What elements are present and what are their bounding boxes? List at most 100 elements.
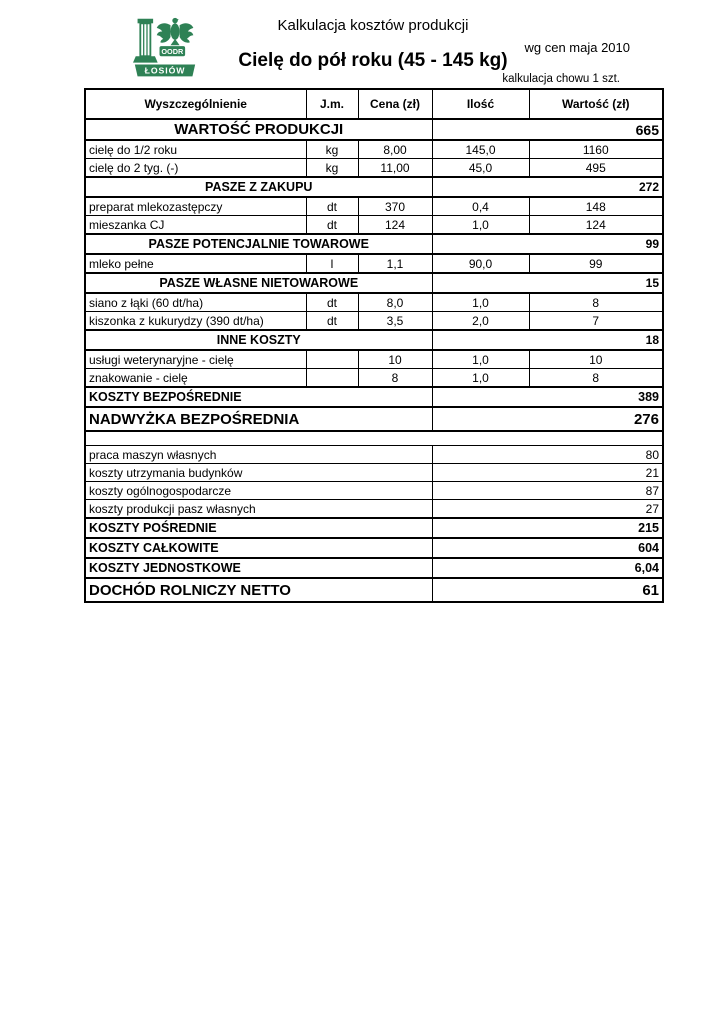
logo-org-text: OODR: [161, 47, 184, 56]
row-qty: 145,0: [431, 139, 530, 159]
cost-table: Wyszczególnienie J.m. Cena (zł) Ilość Wartoś…: [84, 88, 664, 603]
row-unit: dt: [305, 311, 359, 331]
row-unit: dt: [305, 196, 359, 216]
row-value: 124: [528, 215, 664, 235]
row-label: cielę do 1/2 roku: [84, 139, 307, 159]
row-value: 10: [528, 349, 664, 369]
row-label: koszty produkcji pasz własnych: [84, 499, 433, 519]
row-label: PASZE POTENCJALNIE TOWAROWE: [84, 233, 433, 255]
page-title: Kalkulacja kosztów produkcji: [277, 17, 469, 34]
row-label: PASZE Z ZAKUPU: [84, 176, 433, 198]
row-unit: dt: [305, 215, 359, 235]
row-unit: [305, 368, 359, 388]
price-date-note: wg cen maja 2010: [524, 40, 630, 55]
row-label: DOCHÓD ROLNICZY NETTO: [84, 577, 433, 603]
row-label: INNE KOSZTY: [84, 329, 433, 351]
row-value: 99: [528, 253, 664, 274]
row-price: 8,00: [357, 139, 433, 159]
column-header: Cena (zł): [357, 88, 433, 120]
row-label: znakowanie - cielę: [84, 368, 307, 388]
row-total: 272: [431, 176, 664, 198]
row-total: 87: [431, 481, 664, 500]
row-qty: 2,0: [431, 311, 530, 331]
row-unit: dt: [305, 292, 359, 312]
row-price: 370: [357, 196, 433, 216]
row-price: 8: [357, 368, 433, 388]
table-row: KOSZTY BEZPOŚREDNIE 389: [84, 386, 664, 408]
table-row: NADWYŻKA BEZPOŚREDNIA 276: [84, 406, 664, 432]
row-price: 1,1: [357, 253, 433, 274]
gap-cell: [84, 430, 664, 446]
row-price: 10: [357, 349, 433, 369]
column-header: Wartość (zł): [528, 88, 664, 120]
row-total: 18: [431, 329, 664, 351]
row-value: 8: [528, 292, 664, 312]
table-row: koszty produkcji pasz własnych 27: [84, 499, 664, 519]
row-unit: kg: [305, 158, 359, 178]
row-total: 15: [431, 272, 664, 294]
row-total: 27: [431, 499, 664, 519]
logo-place-text: ŁOSIÓW: [145, 65, 186, 76]
row-total: 6,04: [431, 557, 664, 579]
table-row: preparat mlekozastępczy dt 370 0,4 148: [84, 196, 664, 216]
row-label: mleko pełne: [84, 253, 307, 274]
row-label: NADWYŻKA BEZPOŚREDNIA: [84, 406, 433, 432]
table-row: cielę do 1/2 roku kg 8,00 145,0 1160: [84, 139, 664, 159]
row-total: 99: [431, 233, 664, 255]
oodr-losiow-logo: OODR ŁOSIÓW: [133, 17, 196, 77]
row-qty: 0,4: [431, 196, 530, 216]
losiow-banner: ŁOSIÓW: [134, 64, 196, 77]
row-qty: 90,0: [431, 253, 530, 274]
row-total: 604: [431, 537, 664, 559]
table-row: siano z łąki (60 dt/ha) dt 8,0 1,0 8: [84, 292, 664, 312]
table-row: cielę do 2 tyg. (-) kg 11,00 45,0 495: [84, 158, 664, 178]
table-row: mleko pełne l 1,1 90,0 99: [84, 253, 664, 274]
row-price: 124: [357, 215, 433, 235]
table-row: KOSZTY JEDNOSTKOWE 6,04: [84, 557, 664, 579]
cost-table-body: WARTOŚĆ PRODUKCJI 665 cielę do 1/2 roku kg 8…: [84, 118, 664, 603]
row-qty: 1,0: [431, 368, 530, 388]
row-label: cielę do 2 tyg. (-): [84, 158, 307, 178]
table-row: mieszanka CJ dt 124 1,0 124: [84, 215, 664, 235]
row-qty: 1,0: [431, 292, 530, 312]
table-row: koszty ogólnogospodarcze 87: [84, 481, 664, 500]
oodr-plate: OODR: [159, 46, 186, 57]
table-row: KOSZTY CAŁKOWITE 604: [84, 537, 664, 559]
table-row: WARTOŚĆ PRODUKCJI 665: [84, 118, 664, 141]
row-label: koszty utrzymania budynków: [84, 463, 433, 482]
row-value: 8: [528, 368, 664, 388]
row-label: usługi weterynaryjne - cielę: [84, 349, 307, 369]
row-label: mieszanka CJ: [84, 215, 307, 235]
row-value: 495: [528, 158, 664, 178]
column-header: Wyszczególnienie: [84, 88, 307, 120]
row-total: 80: [431, 445, 664, 464]
row-total: 276: [431, 406, 664, 432]
row-unit: [305, 349, 359, 369]
row-value: 148: [528, 196, 664, 216]
row-price: 8,0: [357, 292, 433, 312]
row-price: 11,00: [357, 158, 433, 178]
row-label: koszty ogólnogospodarcze: [84, 481, 433, 500]
row-qty: 1,0: [431, 215, 530, 235]
table-row: INNE KOSZTY 18: [84, 329, 664, 351]
row-total: 665: [431, 118, 664, 141]
row-label: KOSZTY JEDNOSTKOWE: [84, 557, 433, 579]
table-row: PASZE Z ZAKUPU 272: [84, 176, 664, 198]
row-qty: 1,0: [431, 349, 530, 369]
column-icon: [133, 18, 158, 63]
row-unit: l: [305, 253, 359, 274]
table-row: koszty utrzymania budynków 21: [84, 463, 664, 482]
calculation-unit-note: kalkulacja chowu 1 szt.: [502, 73, 620, 85]
row-total: 21: [431, 463, 664, 482]
table-row: KOSZTY POŚREDNIE 215: [84, 517, 664, 539]
row-label: kiszonka z kukurydzy (390 dt/ha): [84, 311, 307, 331]
table-row: usługi weterynaryjne - cielę 10 1,0 10: [84, 349, 664, 369]
row-qty: 45,0: [431, 158, 530, 178]
row-label: KOSZTY BEZPOŚREDNIE: [84, 386, 433, 408]
row-label: praca maszyn własnych: [84, 445, 433, 464]
row-label: KOSZTY CAŁKOWITE: [84, 537, 433, 559]
page-subtitle: Cielę do pół roku (45 - 145 kg): [238, 50, 508, 71]
row-value: 7: [528, 311, 664, 331]
row-label: preparat mlekozastępczy: [84, 196, 307, 216]
